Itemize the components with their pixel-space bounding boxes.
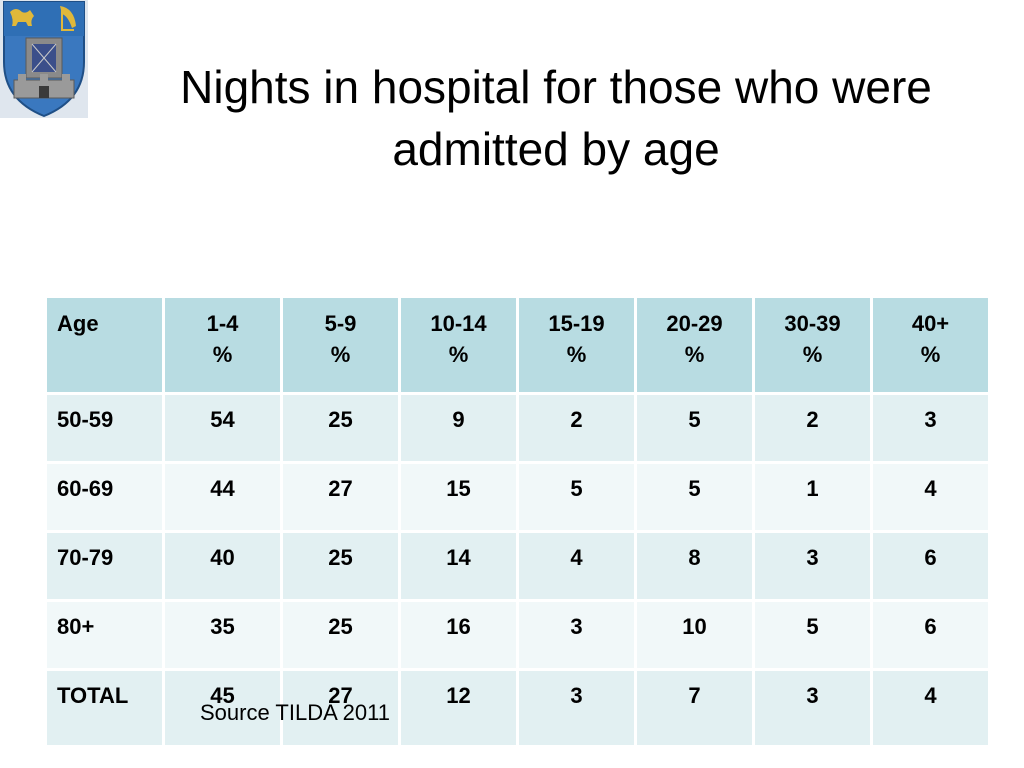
table-cell: 3 — [516, 668, 637, 748]
table-row-80-plus: 80+ 35 25 16 3 10 5 6 — [44, 599, 991, 671]
table-cell: 6 — [870, 530, 991, 602]
table-row-60-69: 60-69 44 27 15 5 5 1 4 — [44, 461, 991, 533]
table-cell: 25 — [280, 530, 401, 602]
column-header-40-plus: 40+ % — [870, 295, 991, 395]
column-header-5-9: 5-9 % — [280, 295, 401, 395]
table-cell: 45 — [162, 668, 283, 748]
table-cell: 9 — [398, 392, 519, 464]
table-cell: 4 — [870, 668, 991, 748]
column-header-20-29: 20-29 % — [634, 295, 755, 395]
table-cell: 40 — [162, 530, 283, 602]
table-cell-age: TOTAL — [44, 668, 165, 748]
nights-in-hospital-table: Age 1-4 % 5-9 % 10-14 % 15-19 % 20-29 % — [44, 295, 991, 748]
column-header-unit: % — [212, 342, 233, 367]
slide-title-line-1: Nights in hospital for those who were — [180, 61, 932, 113]
column-header-15-19: 15-19 % — [516, 295, 637, 395]
table-cell-age: 70-79 — [44, 530, 165, 602]
column-header-30-39: 30-39 % — [752, 295, 873, 395]
table-cell: 3 — [870, 392, 991, 464]
table-cell: 3 — [516, 599, 637, 671]
table-cell: 25 — [280, 392, 401, 464]
column-header-unit: % — [684, 342, 705, 367]
column-header-unit: % — [802, 342, 823, 367]
table-row-total: TOTAL 45 27 12 3 7 3 4 — [44, 668, 991, 748]
table-cell: 10 — [634, 599, 755, 671]
table-cell: 3 — [752, 530, 873, 602]
column-header-unit: % — [330, 342, 351, 367]
table-cell: 4 — [870, 461, 991, 533]
table-cell: 16 — [398, 599, 519, 671]
table-cell: 27 — [280, 668, 401, 748]
column-header-label: 10-14 — [430, 311, 487, 336]
column-header-label: 1-4 — [206, 311, 239, 336]
table-cell: 7 — [634, 668, 755, 748]
table-cell: 15 — [398, 461, 519, 533]
table-cell-age: 80+ — [44, 599, 165, 671]
table-cell-age: 50-59 — [44, 392, 165, 464]
table-cell: 14 — [398, 530, 519, 602]
university-crest-icon — [0, 0, 88, 118]
table-cell: 8 — [634, 530, 755, 602]
table-cell: 5 — [634, 392, 755, 464]
table-cell: 44 — [162, 461, 283, 533]
table-cell: 2 — [752, 392, 873, 464]
column-header-unit: % — [920, 342, 941, 367]
column-header-unit: % — [566, 342, 587, 367]
table-cell-age: 60-69 — [44, 461, 165, 533]
column-header-age-label: Age — [57, 311, 99, 336]
column-header-label: 30-39 — [784, 311, 841, 336]
slide-title-line-2: admitted by age — [392, 123, 720, 175]
column-header-label: 40+ — [911, 311, 950, 336]
table-cell: 4 — [516, 530, 637, 602]
column-header-age: Age — [44, 295, 165, 395]
table-cell: 3 — [752, 668, 873, 748]
table-row-50-59: 50-59 54 25 9 2 5 2 3 — [44, 392, 991, 464]
table-cell: 5 — [516, 461, 637, 533]
table-row-70-79: 70-79 40 25 14 4 8 3 6 — [44, 530, 991, 602]
table-cell: 25 — [280, 599, 401, 671]
column-header-label: 5-9 — [324, 311, 357, 336]
column-header-1-4: 1-4 % — [162, 295, 283, 395]
column-header-label: 20-29 — [666, 311, 723, 336]
table-cell: 27 — [280, 461, 401, 533]
column-header-10-14: 10-14 % — [398, 295, 519, 395]
table-header-row: Age 1-4 % 5-9 % 10-14 % 15-19 % 20-29 % — [44, 295, 991, 395]
table-cell: 1 — [752, 461, 873, 533]
table-cell: 12 — [398, 668, 519, 748]
table-cell: 5 — [752, 599, 873, 671]
table-cell: 5 — [634, 461, 755, 533]
table-cell: 2 — [516, 392, 637, 464]
source-note: Source TILDA 2011 — [200, 700, 390, 725]
table-cell: 54 — [162, 392, 283, 464]
table-cell: 6 — [870, 599, 991, 671]
column-header-unit: % — [448, 342, 469, 367]
slide-title: Nights in hospital for those who were ad… — [100, 56, 1012, 180]
column-header-label: 15-19 — [548, 311, 605, 336]
table-cell: 35 — [162, 599, 283, 671]
